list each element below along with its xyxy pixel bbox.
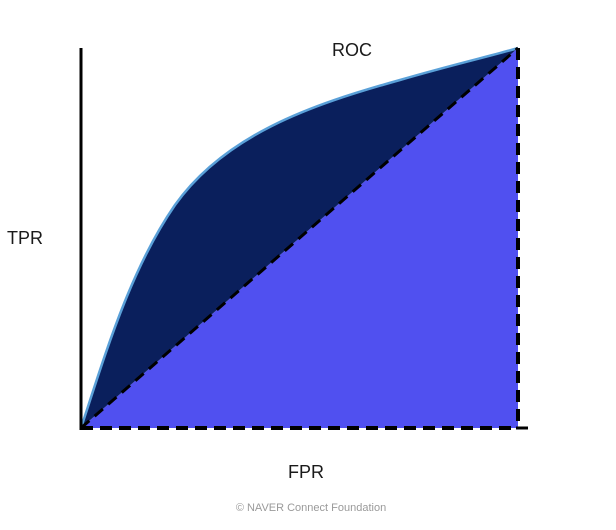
y-axis-label: TPR	[7, 228, 43, 248]
x-axis-label: FPR	[288, 462, 324, 482]
credit-text: © NAVER Connect Foundation	[236, 502, 386, 514]
figure-title: ROC	[332, 40, 372, 60]
diagonal-line	[80, 46, 519, 430]
roc-curve	[79, 46, 519, 429]
